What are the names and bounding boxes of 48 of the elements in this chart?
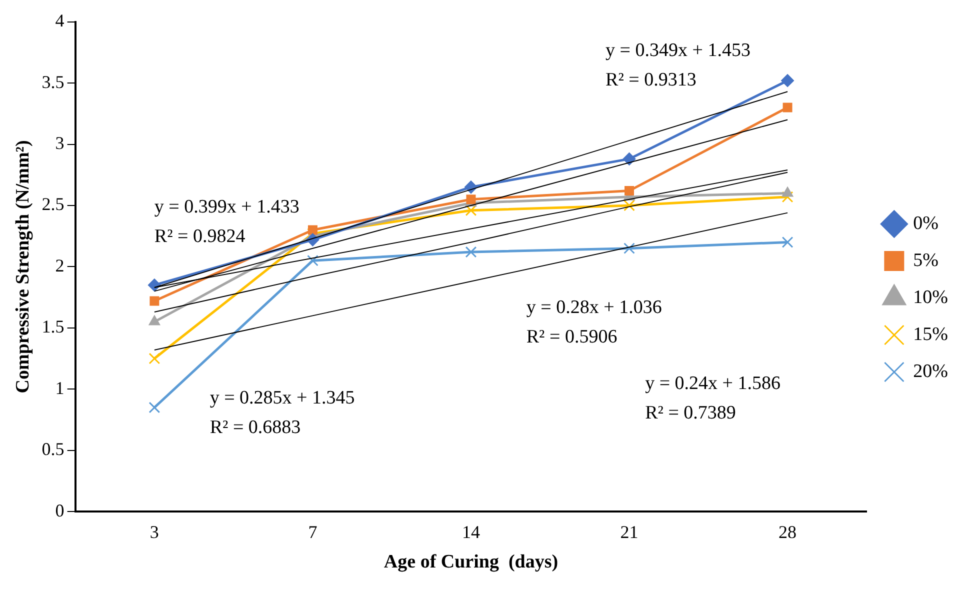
- y-tick-label: 0.5: [42, 439, 64, 460]
- point: [150, 296, 160, 306]
- annotation: R² = 0.9313: [606, 69, 696, 90]
- legend-label: 0%: [913, 212, 939, 234]
- y-axis-title: Compressive Strength (N/mm²): [12, 140, 34, 394]
- point: [624, 200, 635, 212]
- y-tick-label: 0: [55, 500, 64, 520]
- y-tick-label: 1: [55, 378, 64, 398]
- y-tick-label: 1.5: [42, 316, 64, 337]
- x-tick-label: 7: [308, 522, 318, 542]
- point: [782, 191, 794, 203]
- point: [148, 352, 160, 364]
- point: [308, 225, 318, 235]
- annotation: y = 0.28x + 1.036: [526, 297, 662, 318]
- point: [624, 242, 635, 254]
- point: [782, 102, 792, 112]
- point: [622, 152, 636, 166]
- point: [782, 236, 794, 248]
- annotation: y = 0.349x + 1.453: [606, 40, 750, 61]
- annotation: R² = 0.6883: [210, 417, 301, 438]
- legend-label: 20%: [913, 360, 948, 382]
- annotation: y = 0.285x + 1.345: [210, 388, 355, 409]
- annotation: R² = 0.9824: [154, 226, 246, 247]
- x-tick-label: 3: [150, 522, 159, 542]
- point: [782, 186, 794, 197]
- y-tick-label: 3.5: [42, 72, 64, 92]
- x-tick-label: 14: [462, 522, 480, 542]
- point: [781, 74, 794, 88]
- annotation: y = 0.399x + 1.433: [154, 196, 300, 218]
- y-tick-label: 2: [55, 255, 64, 276]
- legend-label: 5%: [913, 250, 939, 271]
- point: [465, 246, 477, 258]
- y-tick-label: 3: [55, 132, 64, 153]
- point: [624, 186, 634, 196]
- point: [307, 254, 318, 266]
- legend-label: 10%: [913, 286, 948, 308]
- y-tick-label: 4: [55, 10, 64, 31]
- y-tick-label: 2.5: [42, 194, 64, 214]
- x-tick-label: 28: [778, 522, 797, 542]
- x-tick-label: 21: [620, 522, 638, 542]
- annotation: R² = 0.7389: [645, 402, 736, 424]
- annotation: R² = 0.5906: [526, 326, 618, 348]
- legend-label: 15%: [913, 324, 948, 345]
- annotation: y = 0.24x + 1.586: [645, 372, 781, 394]
- point: [466, 194, 476, 204]
- point: [148, 278, 161, 292]
- point: [148, 402, 160, 414]
- x-axis-title: Age of Curing (days): [384, 552, 558, 573]
